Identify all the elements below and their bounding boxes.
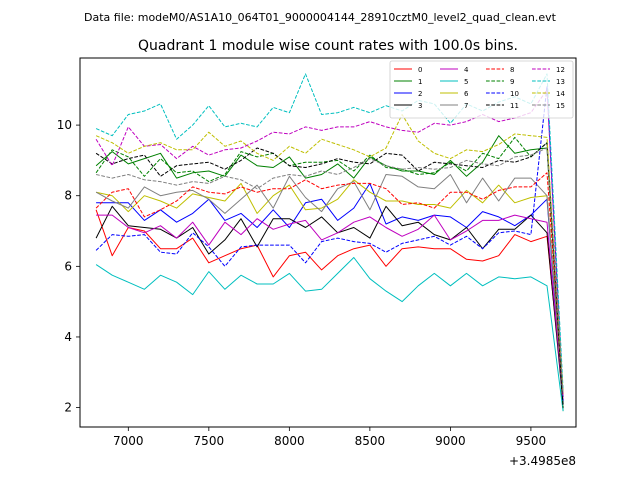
legend-label-7: 7 [464,102,468,110]
x-tick-label: 9000 [435,434,466,448]
series-line-1 [95,135,564,412]
legend-box [389,60,574,119]
chart-title: Quadrant 1 module wise count rates with … [138,38,518,54]
legend-label-13: 13 [556,78,565,86]
legend-label-0: 0 [418,66,422,74]
y-axis: 2 4 6 8 10 [57,118,80,415]
axes-frame [79,57,577,428]
x-tick-label: 8500 [355,434,386,448]
series-line-0 [95,209,564,398]
plot-area [79,57,577,428]
legend-label-10: 10 [510,90,519,98]
legend-label-2: 2 [418,90,422,98]
y-tick-label: 6 [64,259,72,273]
x-axis-offset-label: +3.4985e8 [509,454,576,468]
legend-label-9: 9 [510,78,514,86]
series-line-14 [95,114,564,394]
series-line-2 [96,182,564,405]
series-line-10 [95,85,564,401]
legend-label-12: 12 [556,66,565,74]
series-line-15 [95,147,564,394]
x-axis: 7000 7500 8000 8500 9000 9500 [113,427,546,448]
series-line-7 [95,174,564,394]
series-line-5 [95,257,564,412]
y-tick-label: 10 [57,118,72,132]
legend-label-6: 6 [464,90,469,98]
series-line-6 [95,179,564,398]
legend-label-15: 15 [556,102,565,110]
x-tick-label: 7500 [194,434,225,448]
series-line-4 [96,214,564,401]
y-tick-label: 4 [64,330,72,344]
legend-label-5: 5 [464,78,468,86]
x-tick-label: 8000 [274,434,305,448]
legend-label-4: 4 [464,66,469,74]
legend-label-11: 11 [510,102,519,110]
data-file-suptitle: Data file: modeM0/AS1A10_064T01_90000041… [84,11,557,24]
legend-label-3: 3 [418,102,422,110]
x-tick-label: 9500 [516,434,547,448]
legend-label-1: 1 [418,78,422,86]
legend-label-14: 14 [556,90,565,98]
x-tick-label: 7000 [113,434,144,448]
y-tick-label: 8 [64,189,72,203]
legend-label-8: 8 [510,66,514,74]
series-line-11 [95,142,564,408]
y-tick-label: 2 [64,401,72,415]
series-line-8 [95,172,564,394]
